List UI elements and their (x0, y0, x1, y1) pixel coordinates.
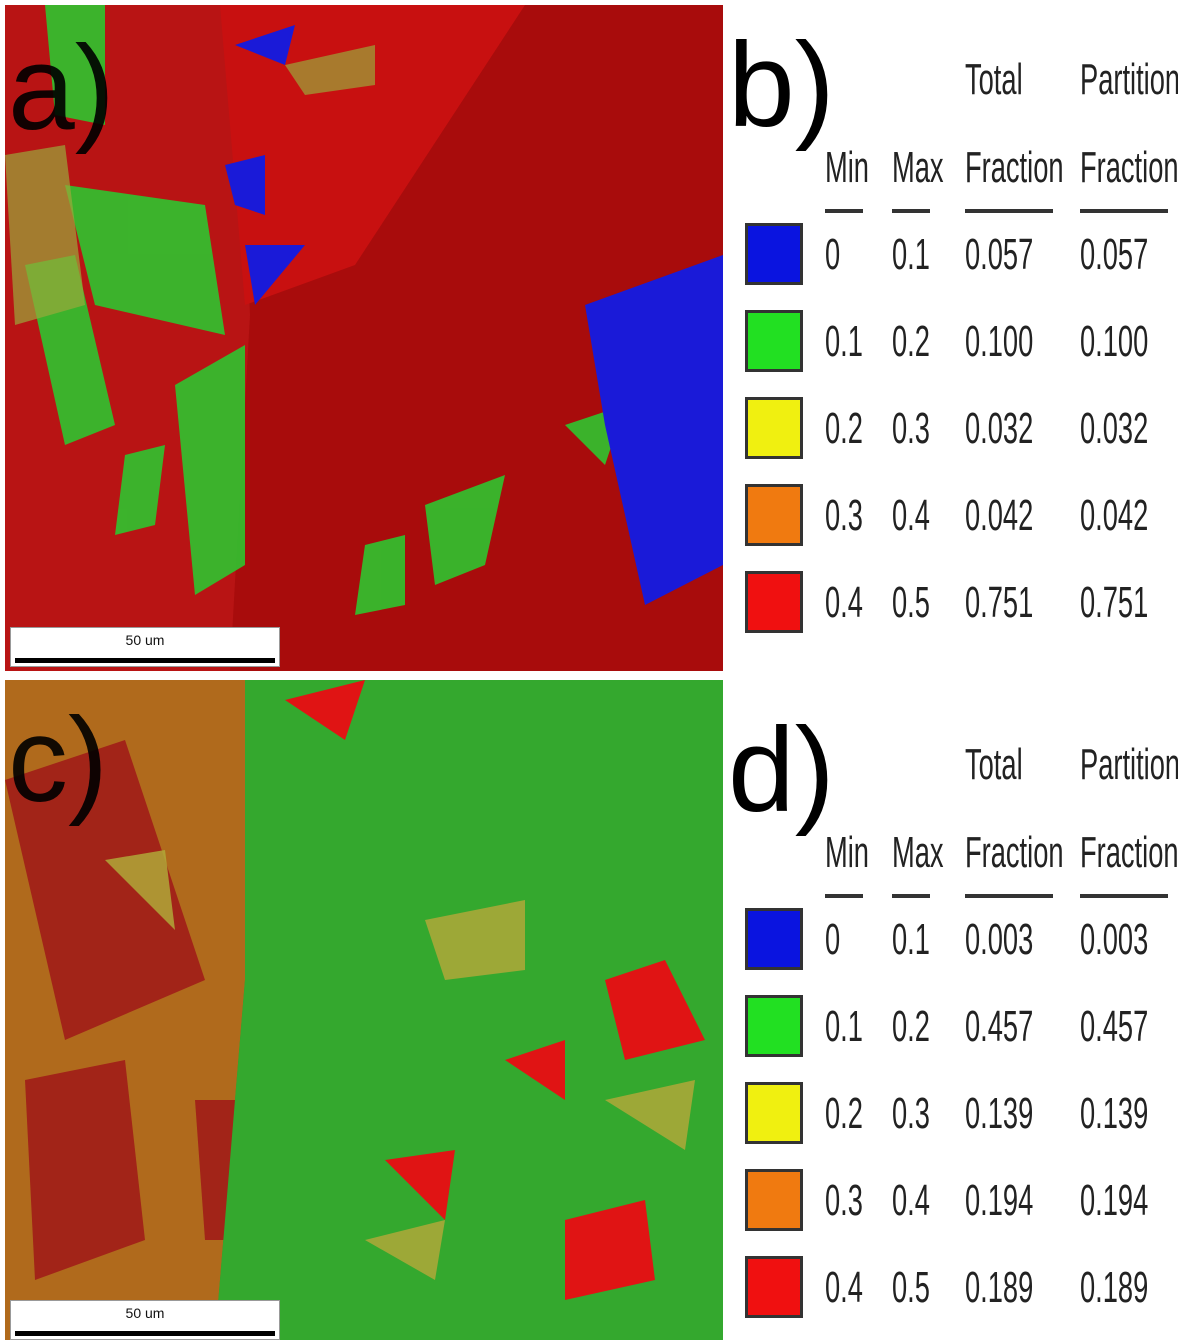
scale-bar: 50 um (10, 627, 280, 667)
cell: 0.1 (892, 230, 930, 279)
header-rule (892, 209, 930, 213)
table-label: d) (728, 703, 835, 837)
cell: 0.194 (965, 1176, 1034, 1225)
cell: 0.189 (1080, 1263, 1149, 1312)
cell: 0.042 (965, 491, 1034, 540)
cell: 0.194 (1080, 1176, 1149, 1225)
cell: 0.4 (825, 1263, 863, 1312)
swatch (745, 397, 803, 459)
swatch (745, 1082, 803, 1144)
cell: 0.5 (892, 1263, 930, 1312)
cell: 0.1 (892, 915, 930, 964)
cell: 0.457 (1080, 1002, 1149, 1051)
cell: 0.3 (825, 491, 863, 540)
header-rule (1080, 894, 1168, 898)
panel-label: a) (8, 21, 115, 155)
cell: 0.3 (825, 1176, 863, 1225)
header: Fraction (965, 143, 1064, 192)
cell: 0.189 (965, 1263, 1034, 1312)
cell: 0.100 (965, 317, 1034, 366)
header: Total (965, 740, 1023, 789)
swatch (745, 1256, 803, 1318)
header: Fraction (1080, 828, 1178, 877)
header: Max (892, 828, 944, 877)
swatch (745, 484, 803, 546)
header: Max (892, 143, 944, 192)
cell: 0.4 (892, 1176, 930, 1225)
panel-label: c) (8, 693, 108, 827)
cell: 0 (825, 915, 841, 964)
header: Min (825, 828, 869, 877)
cell: 0.057 (1080, 230, 1149, 279)
header: Fraction (965, 828, 1064, 877)
header-rule (965, 894, 1053, 898)
cell: 0.042 (1080, 491, 1149, 540)
cell: 0.4 (825, 578, 863, 627)
cell: 0.3 (892, 404, 930, 453)
cell: 0.139 (965, 1089, 1034, 1138)
cell: 0.2 (825, 1089, 863, 1138)
cell: 0.032 (965, 404, 1034, 453)
map-a (5, 5, 723, 671)
swatch (745, 908, 803, 970)
cell: 0 (825, 230, 841, 279)
header: Partition (1080, 55, 1178, 104)
cell: 0.032 (1080, 404, 1149, 453)
header: Partition (1080, 740, 1178, 789)
cell: 0.003 (965, 915, 1034, 964)
cell: 0.4 (892, 491, 930, 540)
header: Fraction (1080, 143, 1178, 192)
cell: 0.139 (1080, 1089, 1149, 1138)
cell: 0.751 (1080, 578, 1149, 627)
header-rule (825, 209, 863, 213)
cell: 0.2 (825, 404, 863, 453)
swatch (745, 995, 803, 1057)
header-rule (1080, 209, 1168, 213)
header: Total (965, 55, 1023, 104)
header-rule (825, 894, 863, 898)
cell: 0.457 (965, 1002, 1034, 1051)
cell: 0.5 (892, 578, 930, 627)
header: Min (825, 143, 869, 192)
swatch (745, 223, 803, 285)
cell: 0.057 (965, 230, 1034, 279)
swatch (745, 1169, 803, 1231)
table-label: b) (728, 18, 835, 152)
cell: 0.1 (825, 1002, 863, 1051)
scale-bar-label: 50 um (125, 632, 165, 648)
swatch (745, 571, 803, 633)
cell: 0.2 (892, 1002, 930, 1051)
cell: 0.2 (892, 317, 930, 366)
header-rule (892, 894, 930, 898)
swatch (745, 310, 803, 372)
header-rule (965, 209, 1053, 213)
cell: 0.751 (965, 578, 1034, 627)
cell: 0.100 (1080, 317, 1149, 366)
map-c (5, 680, 723, 1340)
scale-bar-label: 50 um (125, 1305, 165, 1321)
cell: 0.003 (1080, 915, 1149, 964)
scale-bar: 50 um (10, 1300, 280, 1340)
cell: 0.1 (825, 317, 863, 366)
cell: 0.3 (892, 1089, 930, 1138)
